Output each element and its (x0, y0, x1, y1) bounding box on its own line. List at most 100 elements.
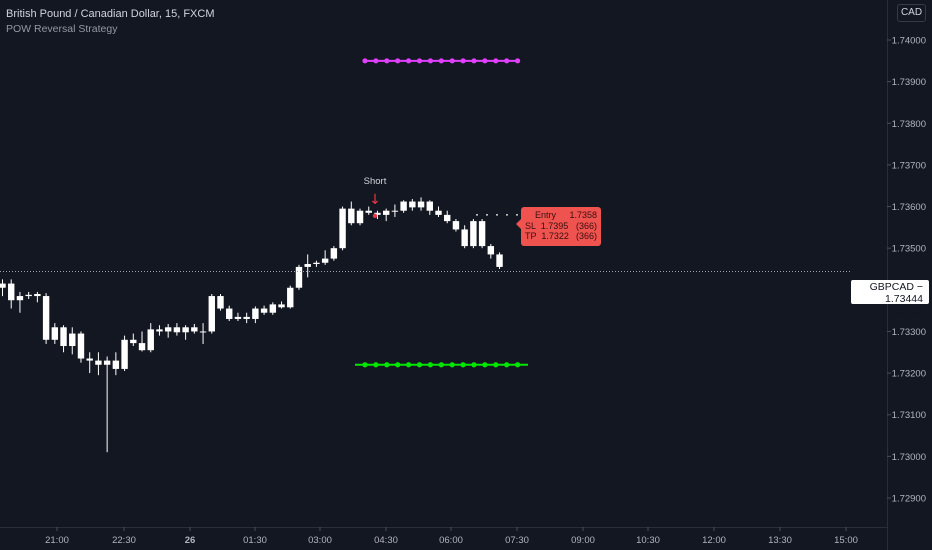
candle-body (173, 327, 181, 333)
stop-loss-dot (493, 58, 499, 64)
time-tick-label: 03:00 (308, 535, 332, 546)
time-tick-label: 15:00 (834, 535, 858, 546)
candle-body (287, 287, 294, 308)
candle-body (199, 331, 207, 333)
trade-tooltip: Entry 1.7358 SL 1.7395 (366) TP 1.7322 (366… (516, 207, 601, 246)
entry-value: 1.7358 (569, 210, 597, 220)
candle-body (339, 208, 346, 249)
candle-body (77, 333, 85, 359)
candle-body (217, 296, 224, 309)
current-price-tag: GBPCAD − 1.73444 05:23 (851, 280, 929, 317)
candle-body (138, 343, 146, 351)
time-tick-label: 06:00 (439, 535, 463, 546)
time-tick-label: 09:00 (571, 535, 595, 546)
entry-dot (476, 213, 478, 216)
candle-body (86, 358, 93, 361)
candle-body (121, 339, 128, 369)
candle-body (60, 327, 67, 347)
take-profit-dot (416, 362, 423, 368)
candle-body (182, 327, 189, 333)
time-tick-label: 21:00 (45, 535, 69, 546)
candle-body (252, 308, 259, 319)
entry-dot (486, 213, 488, 216)
candle-body (278, 304, 285, 308)
candle-body (208, 296, 215, 332)
candle-body (243, 316, 250, 319)
price-tag-value: 1.73444 (885, 293, 923, 305)
candle-body (356, 210, 364, 224)
take-profit-dot (493, 362, 499, 368)
time-tick-label: 13:30 (768, 535, 792, 546)
candle-body (452, 221, 460, 230)
time-tick-label: 04:30 (374, 535, 398, 546)
time-tick-label: 22:30 (112, 535, 136, 546)
short-arrow-icon: ↓ (369, 192, 381, 208)
entry-marker (372, 213, 378, 219)
candle-body (8, 283, 15, 301)
stop-loss-dot (438, 58, 444, 64)
time-tick-label: 12:00 (702, 535, 726, 546)
take-profit-dot (395, 362, 401, 368)
candle-body (304, 264, 311, 267)
take-profit-dot (482, 362, 488, 368)
price-tick-label: 1.72900 (892, 494, 926, 505)
candle-body (16, 296, 24, 301)
currency-button[interactable]: CAD (897, 4, 926, 22)
sl-label: SL (525, 220, 536, 231)
stop-loss-dot (427, 58, 433, 64)
stop-loss-dot (482, 58, 488, 64)
candle-body (191, 327, 198, 332)
candle-body (313, 262, 320, 265)
candle-body (435, 210, 442, 215)
entry-dot (496, 213, 498, 216)
candle-body (103, 360, 111, 365)
price-tick-label: 1.73600 (892, 202, 926, 213)
candle-body (330, 248, 338, 259)
time-tick-label: 01:30 (243, 535, 267, 546)
price-tick-label: 1.73000 (892, 452, 926, 463)
stop-loss-dot (406, 58, 412, 64)
take-profit-dot (384, 362, 390, 368)
indicator-name[interactable]: POW Reversal Strategy (6, 23, 118, 35)
candle-body (34, 293, 41, 297)
candle-body (391, 210, 399, 212)
stop-loss-dot (362, 58, 368, 64)
candle-body (147, 329, 154, 351)
candle-body (164, 327, 172, 332)
short-signal: Short ↓ (364, 176, 387, 208)
candle-body (112, 360, 120, 369)
sl-value: 1.7395 (540, 220, 569, 231)
stop-loss-dot (416, 58, 423, 64)
candle-body (400, 201, 407, 211)
candle-body (461, 229, 468, 247)
candle-body (487, 246, 495, 255)
stop-loss-dot (460, 58, 466, 64)
stop-loss-dot (515, 58, 521, 64)
candle-body (348, 208, 355, 224)
price-tick-label: 1.73500 (892, 244, 926, 255)
stop-loss-dot (384, 58, 390, 64)
candle-body (25, 294, 32, 297)
candle-body (426, 201, 433, 211)
candle-body (295, 266, 303, 288)
take-profit-dot (460, 362, 466, 368)
candle-body (130, 339, 137, 344)
take-profit-dot (373, 362, 379, 368)
chart-legend: British Pound / Canadian Dollar, 15, FXC… (6, 7, 215, 36)
tp-label: TP (525, 231, 537, 241)
candle-body (156, 329, 163, 332)
sl-points: (366) (575, 220, 597, 231)
candle-body (496, 254, 503, 267)
price-tick-label: 1.73100 (892, 410, 926, 421)
candle-body (409, 201, 416, 208)
entry-dot (516, 213, 518, 216)
candle-body (470, 221, 477, 247)
candle-body (382, 210, 390, 215)
symbol-title[interactable]: British Pound / Canadian Dollar, 15, FXC… (6, 8, 215, 20)
price-tag-symbol: GBPCAD (869, 281, 914, 293)
candle-body (69, 333, 76, 347)
take-profit-dot (406, 362, 412, 368)
take-profit-dot (504, 362, 510, 368)
